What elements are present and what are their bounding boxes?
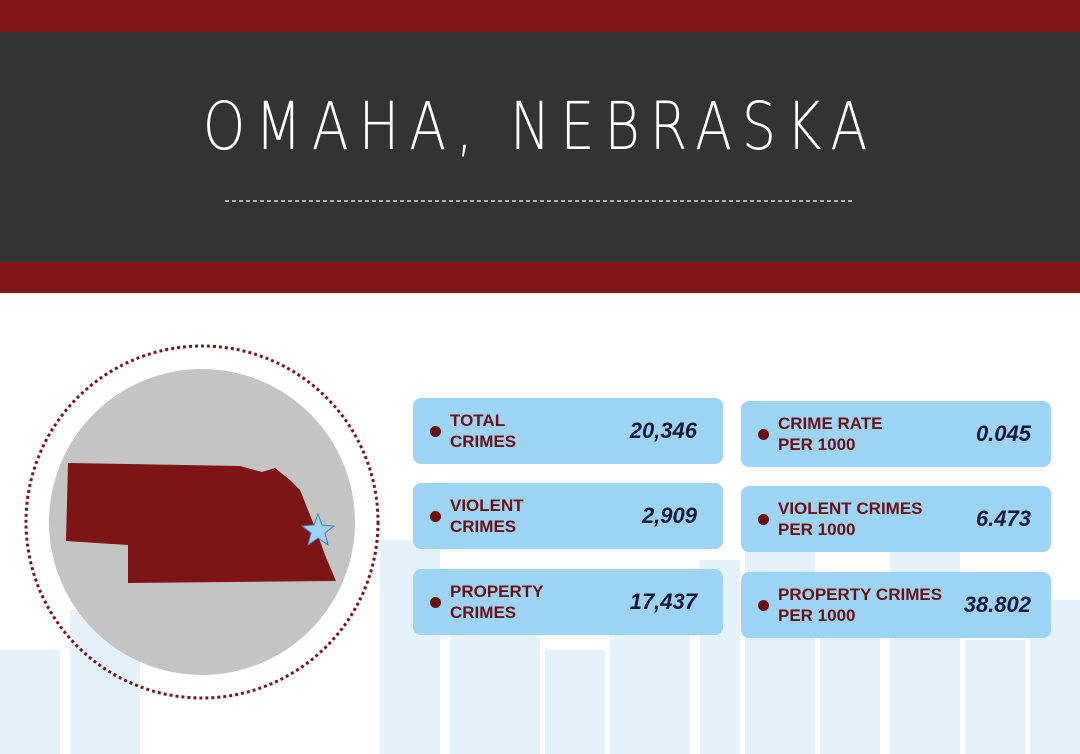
stat-card: CRIME RATE PER 1000 0.045 — [741, 401, 1051, 467]
label-line: CRIMES — [450, 432, 517, 451]
bullet — [430, 426, 441, 437]
label-line: PROPERTY — [450, 582, 544, 601]
label-line: CRIME RATE — [778, 414, 883, 433]
stat-card: PROPERTY CRIMES 17,437 — [413, 569, 723, 635]
label-line: CRIMES — [450, 603, 517, 622]
bullet — [758, 429, 769, 440]
label-line: PER 1000 — [778, 435, 856, 454]
title: OMAHA, NEBRASKA — [202, 88, 878, 165]
nebraska-map — [66, 463, 336, 583]
label-line: PROPERTY CRIMES — [778, 585, 943, 604]
label-line: PER 1000 — [778, 606, 856, 625]
bullet — [758, 514, 769, 525]
stat-label: VIOLENT CRIMES — [450, 495, 524, 537]
stat-value: 2,909 — [641, 503, 697, 528]
label-line: VIOLENT CRIMES — [778, 499, 923, 518]
stat-label: PROPERTY CRIMES — [450, 581, 544, 623]
stat-card: PROPERTY CRIMES PER 1000 38.802 — [741, 572, 1051, 638]
stat-label: CRIME RATE PER 1000 — [778, 413, 883, 455]
label-line: VIOLENT — [450, 496, 524, 515]
bullet — [430, 597, 441, 608]
label-line: CRIMES — [450, 517, 517, 536]
label-line: PER 1000 — [778, 520, 856, 539]
stat-value: 38.802 — [963, 592, 1031, 617]
label-line: TOTAL — [450, 411, 506, 430]
stat-card: VIOLENT CRIMES PER 1000 6.473 — [741, 486, 1051, 552]
stat-card: TOTAL CRIMES 20,346 — [413, 398, 723, 464]
stat-label: TOTAL CRIMES — [450, 410, 516, 452]
outer-ring — [24, 344, 380, 700]
stat-label: VIOLENT CRIMES PER 1000 — [778, 498, 923, 540]
city-star — [300, 512, 336, 547]
stat-label: PROPERTY CRIMES PER 1000 — [778, 584, 942, 626]
stat-value: 17,437 — [629, 589, 697, 614]
stat-card: VIOLENT CRIMES 2,909 — [413, 483, 723, 549]
stat-value: 0.045 — [975, 421, 1031, 446]
bullet — [758, 600, 769, 611]
stat-value: 6.473 — [975, 506, 1031, 531]
bullet — [430, 511, 441, 522]
stat-value: 20,346 — [629, 418, 697, 443]
